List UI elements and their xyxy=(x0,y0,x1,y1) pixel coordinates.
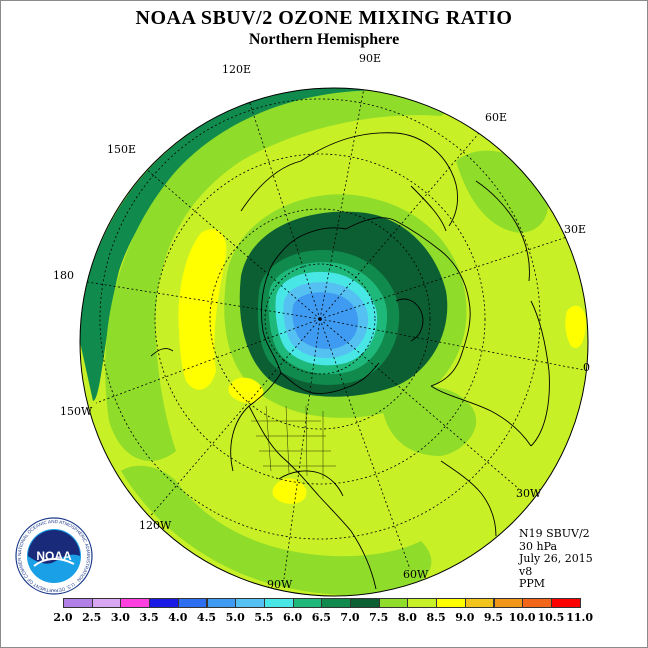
colorbar-swatch xyxy=(464,598,495,608)
colorbar-tick-label: 6.0 xyxy=(283,611,303,624)
lon-label-30e: 30E xyxy=(564,223,587,236)
lon-label-60e: 60E xyxy=(485,111,508,124)
colorbar-swatch xyxy=(321,598,351,608)
colorbar-swatch xyxy=(91,598,122,608)
lon-label-120e: 120E xyxy=(222,63,252,76)
lon-label-90e: 90E xyxy=(359,52,382,65)
colorbar-swatch xyxy=(350,598,380,608)
colorbar-swatch xyxy=(120,598,151,608)
longitude-lines xyxy=(80,88,588,580)
colorbar-tick-label: 5.5 xyxy=(254,611,274,624)
state-boundaries xyxy=(251,405,336,479)
lon-label-30w: 30W xyxy=(516,487,542,500)
lon-label-120w: 120W xyxy=(139,519,172,532)
colorbar-swatch xyxy=(63,598,93,608)
latitude-circles xyxy=(99,98,541,540)
contour-band-7.5-outer xyxy=(105,90,445,462)
map-title: NOAA SBUV/2 OZONE MIXING RATIO xyxy=(135,7,513,29)
colorbar-swatch xyxy=(407,598,438,608)
units-label: PPM xyxy=(519,577,546,590)
lon-label-150w: 150W xyxy=(60,405,93,418)
colorbar-swatch xyxy=(436,598,466,608)
coastlines xyxy=(150,132,550,590)
colorbar-swatch xyxy=(263,598,294,608)
contour-band-8.5-west xyxy=(178,229,227,390)
lon-label-60w: 60W xyxy=(403,568,429,581)
colorbar-tick-label: 2.5 xyxy=(82,611,102,624)
colorbar-tick-label: 3.0 xyxy=(110,611,130,624)
colorbar-tick-label: 9.0 xyxy=(455,611,475,624)
lon-label-90w: 90W xyxy=(267,578,293,591)
colorbar-swatch xyxy=(149,598,179,608)
colorbar-tick-label: 8.0 xyxy=(397,611,417,624)
colorbar-tick-label: 7.5 xyxy=(369,611,389,624)
colorbar-tick-label: 9.5 xyxy=(483,611,504,624)
colorbar-tick-label: 3.5 xyxy=(139,611,159,624)
colorbar-swatch xyxy=(235,598,265,608)
contour-band-6.5 xyxy=(80,88,411,401)
colorbar-swatch xyxy=(493,598,524,608)
colorbar-tick-label: 6.5 xyxy=(311,611,331,624)
satellite-label: N19 SBUV/2 xyxy=(519,527,590,540)
colorbar-tick-label: 11.0 xyxy=(566,611,593,624)
contour-band-7.5-south xyxy=(121,465,432,596)
pressure-level-label: 30 hPa xyxy=(519,539,558,553)
colorbar-tick-label: 10.5 xyxy=(537,611,565,624)
colorbar-swatch xyxy=(378,598,409,608)
svg-text:NOAA: NOAA xyxy=(36,549,72,563)
map-subtitle: Northern Hemisphere xyxy=(248,31,400,48)
colorbar-swatch xyxy=(206,598,237,608)
contour-band-8.5-pacific xyxy=(228,377,264,403)
lon-label-150e: 150E xyxy=(107,143,137,156)
map-info: N19 SBUV/2 30 hPa July 26, 2015 v8 PPM xyxy=(519,527,593,591)
date-label: July 26, 2015 xyxy=(519,552,593,565)
contour-band-8.5-east xyxy=(565,305,586,349)
colorbar-swatch xyxy=(292,598,323,608)
version-label: v8 xyxy=(519,564,533,578)
contour-band-4.5 xyxy=(292,292,359,349)
colorbar-tick-label: 10.0 xyxy=(508,611,536,624)
colorbar-tick-label: 8.5 xyxy=(426,611,446,624)
lon-label-0: 0 xyxy=(583,361,590,374)
colorbar-tick-label: 5.0 xyxy=(225,611,245,624)
lon-label-180: 180 xyxy=(53,269,74,282)
colorbar-swatch xyxy=(177,598,208,608)
colorbar-tick-label: 4.5 xyxy=(196,611,217,624)
contour-band-8.5-gulf xyxy=(272,478,307,504)
hemisphere-border xyxy=(79,87,589,597)
colorbar-swatch xyxy=(550,598,581,608)
noaa-logo-icon: NOAA NATIONAL OCEANIC AND ATMOSPHERIC AD… xyxy=(14,516,93,595)
colorbar-swatch xyxy=(522,598,552,608)
colorbar-tick-label: 7.0 xyxy=(340,611,360,624)
colorbar-tick-label: 2.0 xyxy=(53,611,73,624)
colorbar-tick-label: 4.0 xyxy=(168,611,188,624)
